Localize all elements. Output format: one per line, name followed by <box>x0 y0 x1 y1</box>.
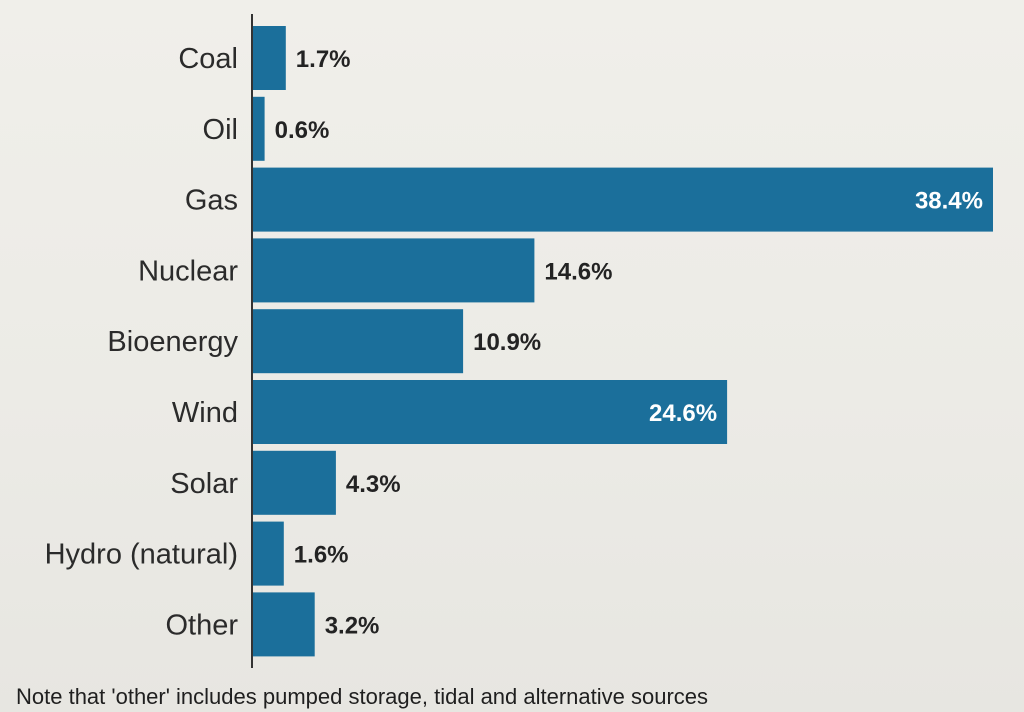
value-label: 1.6% <box>294 542 349 569</box>
value-label: 38.4% <box>915 188 983 215</box>
category-label: Gas <box>185 185 238 217</box>
value-label: 0.6% <box>275 117 330 144</box>
value-label: 4.3% <box>346 471 401 498</box>
bar-wind <box>253 380 728 444</box>
footnote: Note that 'other' includes pumped storag… <box>16 684 709 709</box>
category-label: Wind <box>172 397 238 429</box>
value-label: 1.7% <box>296 46 351 73</box>
category-label: Bioenergy <box>107 326 238 358</box>
value-label: 3.2% <box>325 612 380 639</box>
category-label: Coal <box>178 43 238 75</box>
labels-layer: Coal 1.7% Oil 0.6% Gas 38.4% Nuclear 14.6% Bioen… <box>45 43 983 641</box>
category-label: Other <box>165 609 238 641</box>
bar-nuclear <box>253 238 535 303</box>
bar-coal <box>253 26 286 90</box>
category-label: Solar <box>170 468 238 500</box>
value-label: 10.9% <box>473 329 541 356</box>
bar-gas <box>253 167 993 232</box>
bar-hydro-natural <box>253 521 284 586</box>
value-label: 14.6% <box>544 258 612 285</box>
bar-solar <box>253 450 336 515</box>
category-label: Oil <box>203 114 238 146</box>
bars-layer <box>253 26 993 657</box>
bar-oil <box>253 96 265 161</box>
category-label: Nuclear <box>138 255 238 287</box>
bar-bioenergy <box>253 309 464 374</box>
value-label: 24.6% <box>649 400 717 427</box>
category-label: Hydro (natural) <box>45 539 238 571</box>
bar-other <box>253 592 315 657</box>
